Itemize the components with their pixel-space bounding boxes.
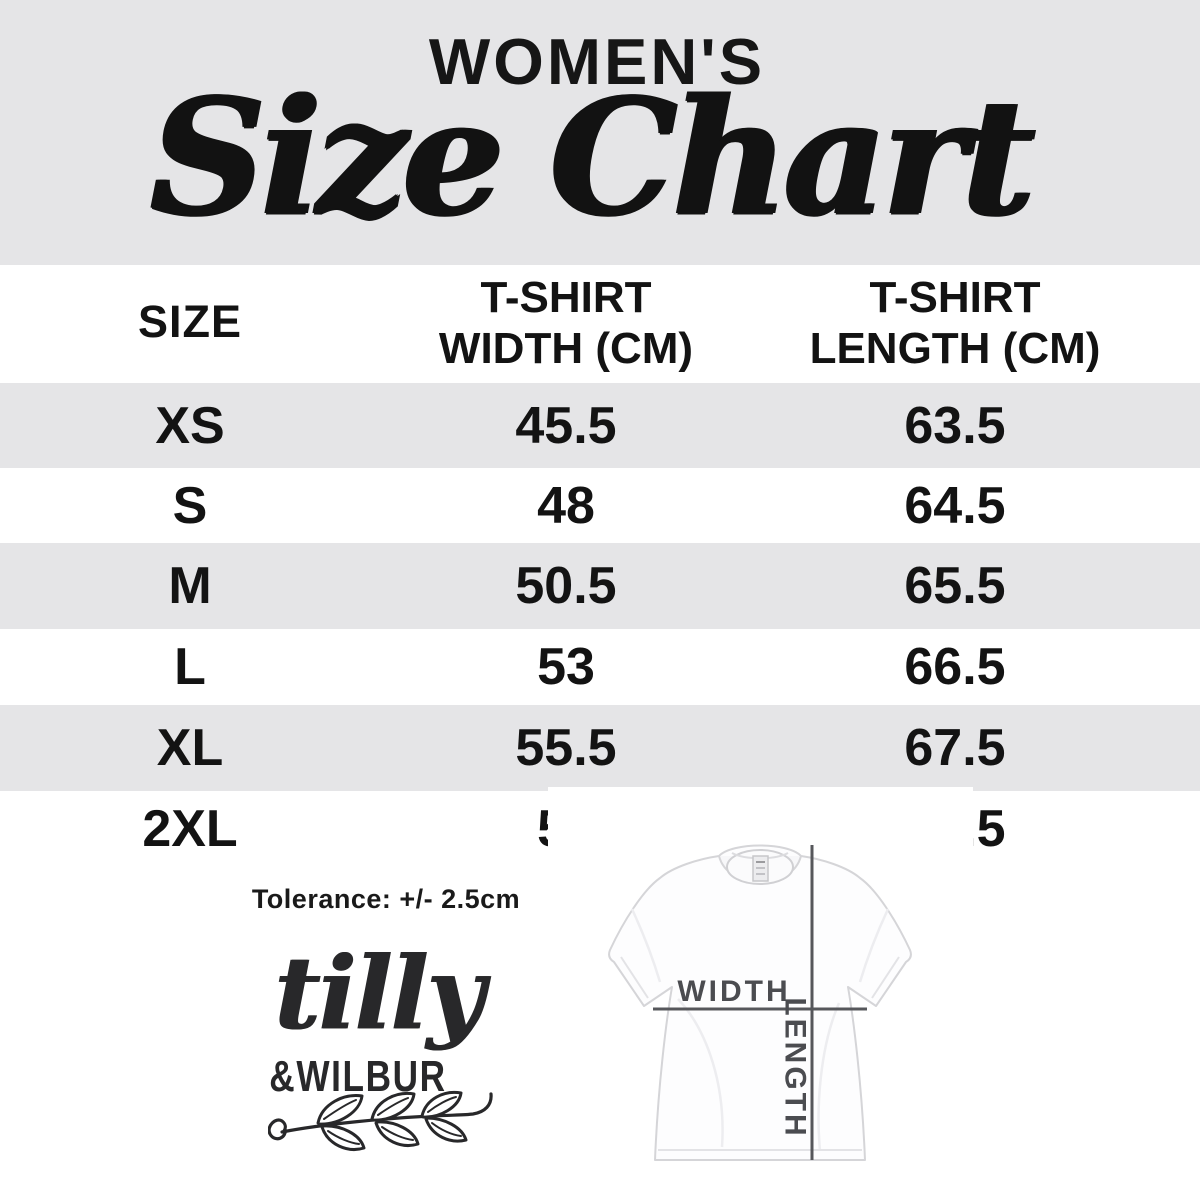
header-band: WOMEN'S Size Chart [0,0,1200,265]
womens-kicker: WOMEN'S [428,25,766,98]
tshirt-body [608,844,912,1161]
width-label: WIDTH [677,975,790,1008]
table-row: XL 55.5 67.5 [0,705,1200,791]
width-cell: 48 [537,476,595,535]
size-chart-title: Size Chart [149,63,1035,251]
size-cell: M [168,557,212,615]
tolerance-note: Tolerance: +/- 2.5cm [251,884,521,914]
brand-name-secondary: &WILBUR [269,1052,447,1101]
length-cell: 66.5 [904,638,1006,696]
width-cell: 55.5 [515,719,617,777]
table-row: L 53 66.5 [0,629,1200,705]
column-header-length: T-SHIRT LENGTH (CM) [810,272,1101,374]
size-cell: XL [156,719,224,777]
table-row: S 48 64.5 [0,468,1200,543]
column-header-size: SIZE [137,296,243,347]
tshirt-illustration: WIDTH LENGTH [608,844,912,1161]
column-header-width: T-SHIRT WIDTH (CM) [439,272,693,374]
size-cell: L [174,638,206,696]
size-cell: XS [155,396,225,455]
width-cell: 53 [537,638,595,696]
length-cell: 67.5 [904,719,1006,777]
length-label: LENGTH [779,997,812,1138]
neck-tag [752,855,769,882]
length-cell: 65.5 [904,557,1006,615]
size-cell: 2XL [142,800,238,858]
width-cell: 45.5 [515,396,617,455]
laurel-branch-icon [268,1090,493,1151]
column-header-length-line2: LENGTH (CM) [809,324,1101,373]
table-row: M 50.5 65.5 [0,543,1200,629]
column-header-width-line1: T-SHIRT [480,273,652,322]
column-header-width-line2: WIDTH (CM) [438,324,694,373]
length-cell: 64.5 [904,476,1006,535]
table-row: XS 45.5 63.5 [0,383,1200,468]
length-cell: 63.5 [904,396,1006,455]
width-cell: 50.5 [515,557,617,615]
size-cell: S [172,476,208,535]
column-header-length-line1: T-SHIRT [869,273,1041,322]
brand-name-script: tilly [273,934,484,1052]
